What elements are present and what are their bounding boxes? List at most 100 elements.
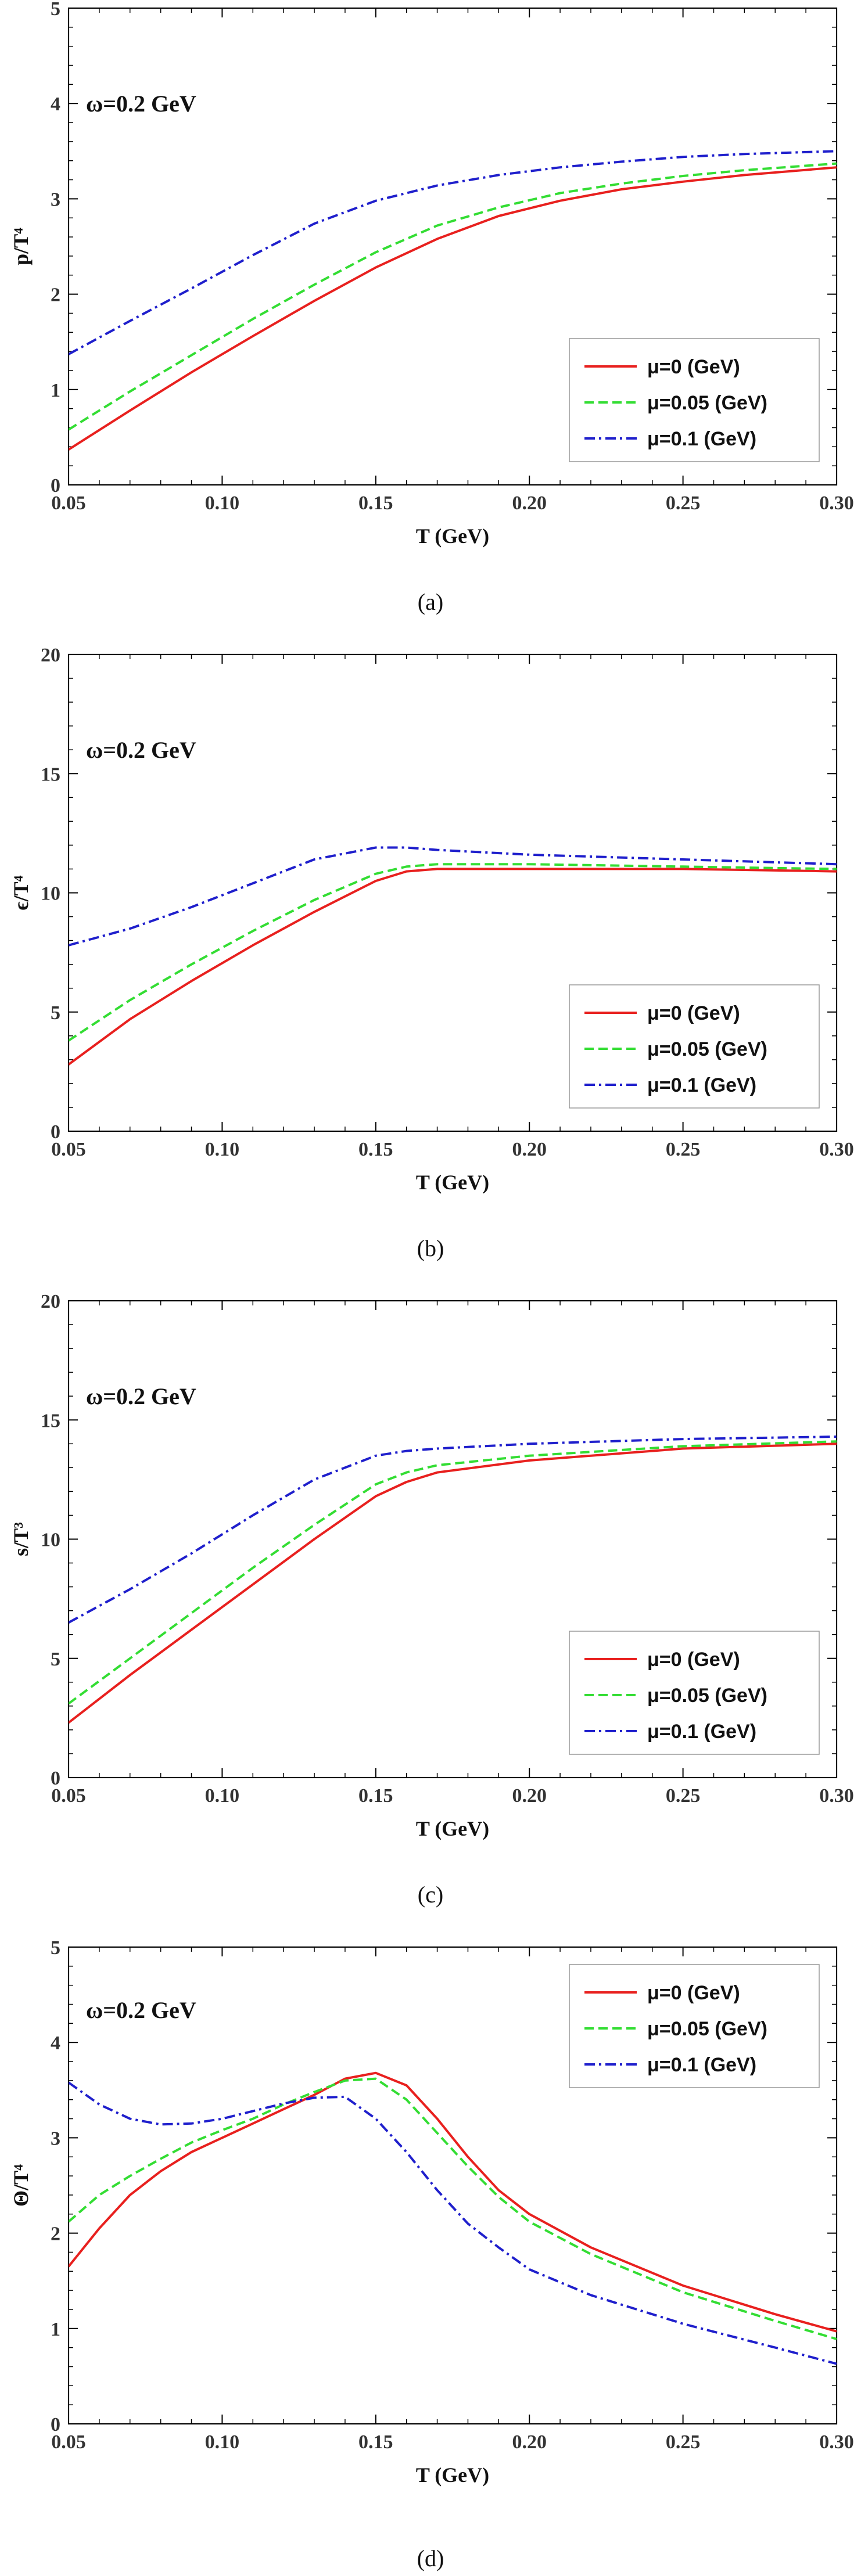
y-tick-label: 3: [51, 189, 60, 210]
y-tick-label: 5: [51, 1649, 60, 1670]
y-tick-label: 4: [51, 93, 60, 115]
series-line-0: [69, 1442, 837, 1724]
series-line-0: [69, 2071, 837, 2333]
series-line-1: [69, 1440, 837, 1705]
y-tick-label: 10: [41, 883, 60, 905]
series-group: [69, 1435, 837, 1724]
x-tick-label: 0.10: [205, 1139, 240, 1160]
y-tick-label: 15: [41, 764, 60, 785]
series-line-2: [69, 846, 837, 947]
legend-label-2: μ=0.1 (GeV): [647, 2054, 756, 2076]
omega-annotation: ω=0.2 GeV: [86, 737, 196, 763]
x-tick-label: 0.05: [51, 2431, 86, 2453]
y-tick-label: 3: [51, 2128, 60, 2149]
y-tick-label: 0: [51, 1121, 60, 1143]
x-tick-label: 0.10: [205, 1785, 240, 1807]
x-axis-label: T (GeV): [416, 1817, 489, 1840]
x-tick-label: 0.30: [819, 1785, 854, 1807]
legend-box: [569, 984, 820, 1109]
omega-annotation: ω=0.2 GeV: [86, 1997, 196, 2023]
y-axis-label: s/T³: [9, 1522, 33, 1556]
x-tick-label: 0.15: [358, 1785, 393, 1807]
x-tick-label: 0.25: [666, 1139, 701, 1160]
legend-label-0: μ=0 (GeV): [647, 1002, 740, 1024]
series-group: [69, 2071, 837, 2365]
omega-annotation: ω=0.2 GeV: [86, 1383, 196, 1409]
series-line-2: [69, 2081, 837, 2365]
panel-caption: (a): [418, 589, 443, 615]
y-axis-label: Θ/T⁴: [9, 2164, 33, 2207]
x-axis-label: T (GeV): [416, 524, 489, 548]
y-tick-label: 5: [51, 1939, 60, 1959]
legend-label-2: μ=0.1 (GeV): [647, 1721, 756, 1743]
x-tick-label: 0.05: [51, 1785, 86, 1807]
x-tick-label: 0.30: [819, 492, 854, 514]
y-tick-label: 0: [51, 475, 60, 497]
chart-c: 0.05 0.10 0.15 0.20 0.25 0.30 0 5 10 15 20 T (GeV) s…: [9, 1293, 854, 1908]
legend-label-1: μ=0.05 (GeV): [647, 2018, 767, 2040]
x-tick-label: 0.15: [358, 1139, 393, 1160]
y-axis-label: ϵ/T⁴: [9, 875, 33, 910]
x-tick-label: 0.15: [358, 492, 393, 514]
series-line-1: [69, 162, 837, 431]
series-group: [69, 150, 837, 451]
series-group: [69, 846, 837, 1066]
series-line-0: [69, 868, 837, 1066]
series-line-2: [69, 150, 837, 355]
legend-label-1: μ=0.05 (GeV): [647, 1685, 767, 1707]
x-tick-label: 0.20: [512, 492, 547, 514]
series-line-2: [69, 1435, 837, 1624]
legend-label-1: μ=0.05 (GeV): [647, 1038, 767, 1060]
x-tick-label: 0.25: [666, 492, 701, 514]
legend-label-0: μ=0 (GeV): [647, 1982, 740, 2004]
x-tick-label: 0.30: [819, 1139, 854, 1160]
x-axis-label: T (GeV): [416, 1171, 489, 1194]
series-line-1: [69, 863, 837, 1042]
panel-caption: (b): [417, 1235, 444, 1261]
y-tick-label: 5: [51, 0, 60, 20]
legend-label-2: μ=0.1 (GeV): [647, 428, 756, 450]
y-tick-label: 2: [51, 2224, 60, 2245]
plot-frame: [67, 1946, 838, 2425]
legend-label-1: μ=0.05 (GeV): [647, 392, 767, 414]
y-tick-label: 4: [51, 2032, 60, 2054]
y-tick-label: 0: [51, 2414, 60, 2435]
plot-frame: [67, 7, 838, 486]
chart-a: 0.05 0.10 0.15 0.20 0.25 0.30 0 1 2 3 4 5 T (GeV) p/T…: [9, 0, 854, 615]
y-tick-label: 1: [51, 380, 60, 401]
legend-box: [569, 338, 820, 462]
x-tick-label: 0.10: [205, 2431, 240, 2453]
y-tick-label: 10: [41, 1530, 60, 1551]
x-tick-label: 0.20: [512, 2431, 547, 2453]
x-tick-label: 0.05: [51, 492, 86, 514]
x-axis-label: T (GeV): [416, 2463, 489, 2487]
x-tick-label: 0.20: [512, 1139, 547, 1160]
y-axis-label: p/T⁴: [9, 228, 33, 265]
omega-annotation: ω=0.2 GeV: [86, 91, 196, 117]
legend-label-2: μ=0.1 (GeV): [647, 1074, 756, 1096]
y-tick-label: 15: [41, 1410, 60, 1431]
x-tick-label: 0.05: [51, 1139, 86, 1160]
x-tick-label: 0.25: [666, 1785, 701, 1807]
y-tick-label: 20: [41, 646, 60, 666]
x-tick-label: 0.30: [819, 2431, 854, 2453]
y-tick-label: 5: [51, 1002, 60, 1024]
panel-caption: (c): [418, 1881, 443, 1908]
chart-d: 0.05 0.10 0.15 0.20 0.25 0.30 0 1 2 3 4 5 T (GeV) Θ/T…: [9, 1939, 854, 2571]
y-tick-label: 0: [51, 1768, 60, 1789]
x-tick-label: 0.25: [666, 2431, 701, 2453]
series-line-1: [69, 2077, 837, 2340]
legend-box: [569, 1631, 820, 1755]
series-line-0: [69, 166, 837, 451]
y-tick-label: 20: [41, 1293, 60, 1312]
chart-b: 0.05 0.10 0.15 0.20 0.25 0.30 0 5 10 15 20 T (GeV) ϵ…: [9, 646, 854, 1261]
legend-box: [569, 1964, 820, 2088]
x-tick-label: 0.10: [205, 492, 240, 514]
y-tick-label: 1: [51, 2319, 60, 2340]
x-tick-label: 0.20: [512, 1785, 547, 1807]
legend-label-0: μ=0 (GeV): [647, 356, 740, 378]
x-tick-label: 0.15: [358, 2431, 393, 2453]
panel-caption: (d): [417, 2545, 444, 2571]
legend-label-0: μ=0 (GeV): [647, 1649, 740, 1671]
y-tick-label: 2: [51, 285, 60, 306]
